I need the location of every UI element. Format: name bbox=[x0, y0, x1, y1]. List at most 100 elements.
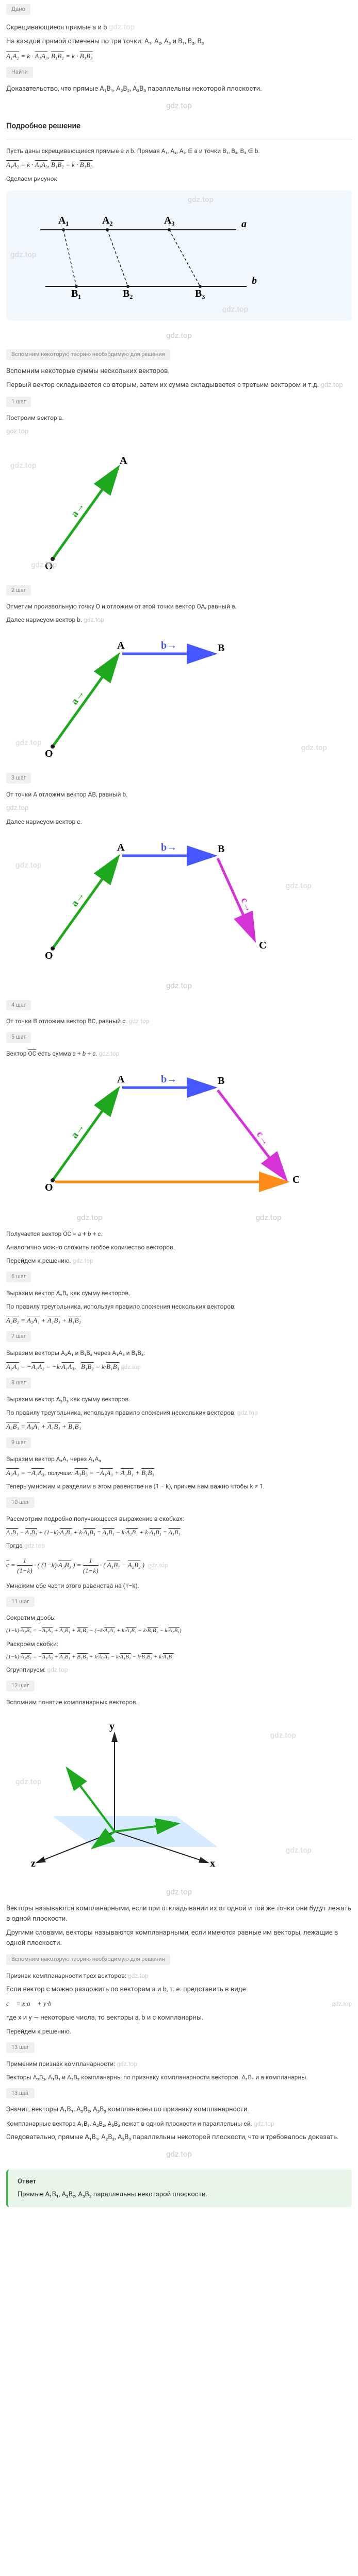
t: Компланарные вектора A₁B₁, A₂B₂, A₃B₃ ле… bbox=[6, 2120, 252, 2127]
s9c: Теперь умножим и разделим в этом равенст… bbox=[0, 1480, 358, 1493]
wm: gdz.top bbox=[117, 2060, 137, 2067]
s9b: A₃A₁ = −A₁A₃, получим: A₃B₃ = −A₁A₃ + A₁… bbox=[0, 1466, 358, 1480]
svg-text:O: O bbox=[45, 1182, 53, 1193]
s13g: Перейдем к решению. bbox=[0, 2025, 358, 2038]
tag-step14: 13 шаг bbox=[6, 2088, 35, 2099]
tag-step13: 13 шаг bbox=[6, 2042, 35, 2053]
s8a: Выразим вектор A₃B₃ как сумму векторов. bbox=[0, 1393, 358, 1406]
wm: gdz.top bbox=[166, 330, 192, 342]
s10frac: c = 1(1−k) · ( (1−k)·A₃B₃ ) = 1(1−k) · (… bbox=[0, 1552, 358, 1579]
tag-step4: 4 шаг bbox=[6, 1000, 31, 1011]
svg-text:O: O bbox=[45, 748, 53, 759]
s3a: От точки A отложим вектор AB, равный b. bbox=[0, 788, 358, 801]
svg-text:z: z bbox=[31, 1858, 36, 1869]
dano-formula: A₁A₂ = k · A₁A₃, B₁B₂ = k · B₁B₃ bbox=[0, 49, 358, 63]
svg-text:y: y bbox=[109, 1721, 115, 1732]
s5a: Вектор OC есть сумма a + b + c. gdz.top bbox=[0, 1047, 358, 1060]
svg-text:C: C bbox=[259, 940, 266, 951]
s12a: Вспомним понятие компланарных векторов. bbox=[0, 1696, 358, 1709]
s2a: Отметим произвольную точку O и отложим о… bbox=[0, 600, 358, 613]
tag-recall2: Вспомним некоторую теорию необходимую дл… bbox=[6, 1954, 170, 1965]
resh2: A₁A₂ = k · A₁A₃, B₁B₂ = k · B₁B₃ bbox=[0, 158, 358, 172]
solution-header: Подробное решение bbox=[0, 116, 358, 136]
wm: gdz.top bbox=[254, 2120, 274, 2127]
svg-text:A₁: A₁ bbox=[58, 215, 69, 226]
s8c: A₃B₃ = A₃A₁ + A₁B₁ + B₁B₃ bbox=[0, 1419, 358, 1434]
s13h: Применим признак компланарности: gdz.top bbox=[0, 2057, 358, 2071]
tag-dano: Дано bbox=[6, 4, 30, 15]
s4: От точки B отложим вектор BC, равный c. … bbox=[0, 1014, 358, 1028]
resh1: Пусть даны скрещивающиеся прямые a и b. … bbox=[0, 144, 358, 158]
vec-a-diagram: A O a→ gdz.top gdz.top bbox=[0, 439, 358, 581]
tag-step6: 6 шаг bbox=[6, 1272, 31, 1282]
s13k: Векторы A₃B₃, A₁B₁ и A₂B₂ компланарны по… bbox=[0, 2071, 358, 2084]
svg-text:B₂: B₂ bbox=[123, 288, 133, 299]
wm: gdz.top bbox=[129, 1018, 150, 1025]
s10a: Рассмотрим подробно получающееся выражен… bbox=[0, 1512, 358, 1526]
t: По правилу треугольника, используя прави… bbox=[6, 1409, 236, 1416]
t: Сгруппируем: bbox=[6, 1666, 45, 1673]
s7b: A₂A₁ = −A₁A₂ = −k·A₁A₃, B₁B₂ = k·B₁B₃ gd… bbox=[0, 1360, 358, 1374]
s13l: Следовательно, прямые A₁B₁, A₂B₂, A₃B₃ п… bbox=[0, 2130, 358, 2145]
s5b: Аналогично можно сложить любое количеств… bbox=[0, 1241, 358, 1254]
wm: gdz.top bbox=[0, 801, 358, 816]
svg-text:b→: b→ bbox=[161, 1074, 177, 1085]
wm: gdz.top bbox=[286, 1844, 312, 1856]
svg-text:C: C bbox=[292, 1174, 300, 1185]
s11e: Сгруппируем: gdz.top bbox=[0, 1663, 358, 1676]
tag-step2: 2 шаг bbox=[6, 585, 31, 596]
s3b: Далее нарисуем вектор c. bbox=[0, 815, 358, 828]
answer-box: Ответ Прямые A₁B₁, A₂B₂, A₃B₃ параллельн… bbox=[6, 2170, 352, 2207]
wm: gdz.top bbox=[166, 980, 192, 992]
naiti-text: Доказательство, что прямые A₁B₁, A₂B₂, A… bbox=[0, 82, 358, 96]
s2b: Далее нарисуем вектор b. gdz.top bbox=[0, 613, 358, 626]
tag-step10: 10 шаг bbox=[6, 1497, 35, 1508]
t: Первый вектор складывается со вторым, за… bbox=[6, 381, 319, 389]
svg-text:B: B bbox=[218, 1075, 224, 1087]
tag-naiti: Найти bbox=[6, 67, 33, 78]
s10b: A₁B₁ − A₁B₁ + (1−k)·A₁B₁ + k·A₁B₁ = A₁B₁… bbox=[0, 1526, 358, 1539]
wm: gdz.top bbox=[332, 1998, 352, 2009]
s10c: Тогда gdz.top bbox=[0, 1539, 358, 1552]
svg-text:A: A bbox=[117, 842, 125, 853]
wm: gdz.top bbox=[270, 1730, 296, 1741]
skew-diagram: gdz.top gdz.top gdz.top a b A₁ A₂ A₃ B₁ … bbox=[6, 191, 352, 320]
answer-label: Ответ bbox=[18, 2177, 343, 2187]
wm: gdz.top bbox=[121, 1363, 141, 1370]
tag-step8: 8 шаг bbox=[6, 1378, 31, 1388]
wm: gdz.top bbox=[84, 616, 104, 623]
tag-step12: 12 шаг bbox=[6, 1681, 35, 1691]
tag-step3: 3 шаг bbox=[6, 773, 31, 784]
skew-svg: a b A₁ A₂ A₃ B₁ B₂ B₃ bbox=[14, 199, 262, 312]
s8b: По правилу треугольника, используя прави… bbox=[0, 1406, 358, 1419]
s6c: A₂B₂ = A₂A₁ + A₁B₁ + B₁B₂ bbox=[0, 1313, 358, 1328]
svg-text:B₃: B₃ bbox=[195, 288, 205, 299]
answer-text: Прямые A₁B₁, A₂B₂, A₃B₃ параллельны неко… bbox=[18, 2190, 343, 2200]
dano-line1: Скрещивающиеся прямые a и b gdz.top bbox=[0, 19, 358, 35]
recall2: Первый вектор складывается со вторым, за… bbox=[0, 378, 358, 393]
wm: gdz.top bbox=[0, 425, 358, 439]
t: Скрещивающиеся прямые a и b bbox=[6, 24, 107, 31]
tag-recall: Вспомним некоторую теорию необходимую дл… bbox=[6, 349, 170, 360]
recall1: Вспомним некоторые суммы нескольких вект… bbox=[0, 364, 358, 379]
wm: gdz.top bbox=[128, 1972, 149, 1979]
resh3: Сделаем рисунок bbox=[0, 172, 358, 185]
tag-step1: 1 шаг bbox=[6, 397, 31, 408]
s11b: (1−k)·A₃B₃ = −A₁A₃ + A₁B₁ + B₁B₃ − (−k·A… bbox=[0, 1624, 358, 1637]
t: Признак компланарности трех векторов: bbox=[6, 1972, 126, 1979]
s9a: Выразим вектор A₃A₁ через A₁A₃ bbox=[0, 1452, 358, 1466]
wm: gdz.top bbox=[76, 1212, 102, 1224]
svg-text:O: O bbox=[45, 950, 53, 961]
svg-text:B: B bbox=[218, 642, 224, 654]
s13f: где x и y — некоторые числа, то векторы … bbox=[0, 2011, 358, 2025]
s6a: Выразим вектор A₂B₂ как сумму векторов. bbox=[0, 1286, 358, 1300]
tag-step11: 11 шаг bbox=[6, 1597, 35, 1607]
wm: gdz.top bbox=[73, 1257, 93, 1264]
svg-text:b→: b→ bbox=[161, 842, 177, 853]
s5d: Получается вектор OC = a + b + c. bbox=[0, 1227, 358, 1241]
svg-text:A₂: A₂ bbox=[102, 215, 112, 226]
svg-text:B: B bbox=[218, 843, 224, 855]
wm: gdz.top bbox=[166, 1886, 192, 1898]
svg-text:B₁: B₁ bbox=[71, 288, 81, 299]
dano-line2: На каждой прямой отмечены по три точки: … bbox=[0, 35, 358, 49]
